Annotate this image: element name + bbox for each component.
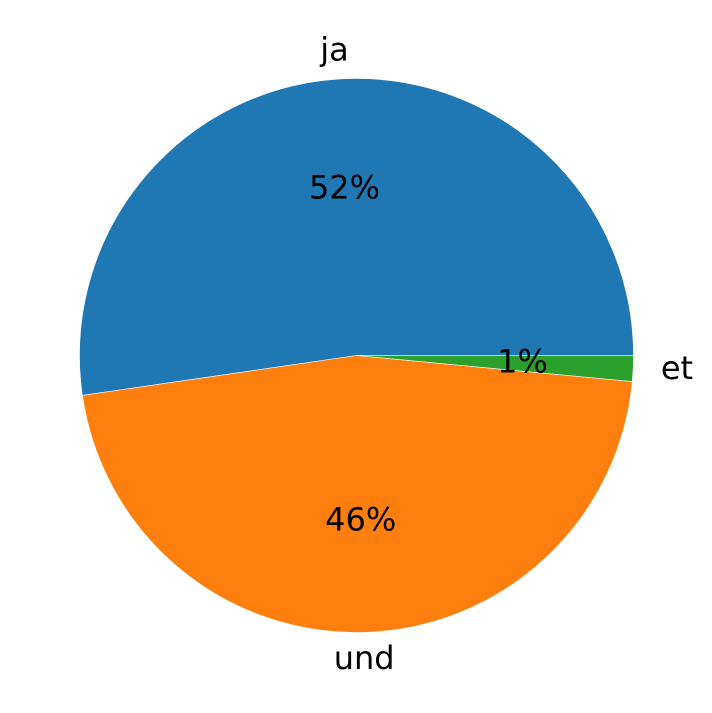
slice-label-und: und	[334, 639, 395, 677]
pie-slice-ja	[79, 78, 634, 396]
slice-percent-und: 46%	[325, 501, 396, 539]
pie-slice-et	[356, 355, 634, 382]
pie-labels: ja 52% und 46% et 1%	[309, 31, 693, 678]
slice-percent-et: 1%	[497, 342, 548, 380]
slice-label-et: et	[661, 349, 693, 387]
slice-label-ja: ja	[319, 31, 349, 69]
pie-slice-und	[82, 355, 633, 633]
pie-slices	[79, 78, 634, 633]
slice-percent-ja: 52%	[309, 169, 380, 207]
